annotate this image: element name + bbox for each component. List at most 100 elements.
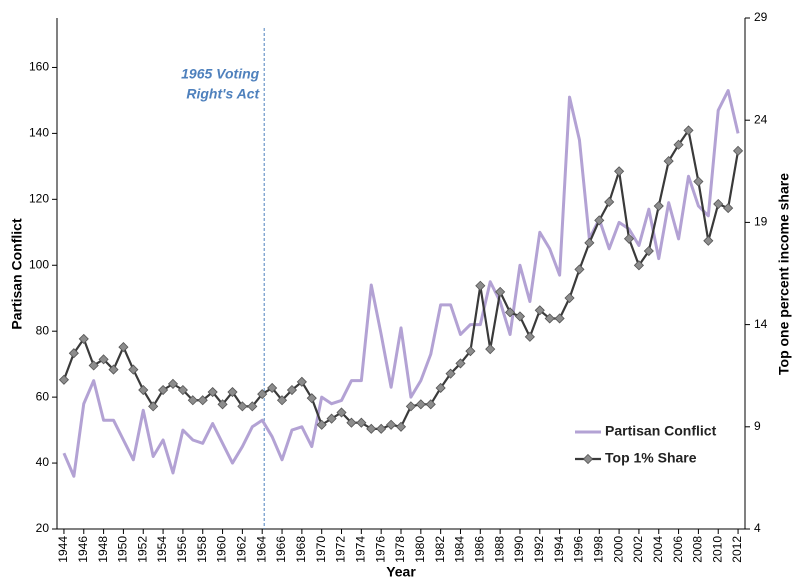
x-tick-label: 1948 xyxy=(96,536,110,563)
x-tick-label: 1982 xyxy=(433,536,447,563)
point-marker xyxy=(425,399,436,410)
point-marker xyxy=(336,407,347,418)
point-marker xyxy=(98,354,109,365)
point-marker xyxy=(663,156,674,167)
point-marker xyxy=(524,331,535,342)
series-line xyxy=(62,129,740,430)
x-tick-label: 1980 xyxy=(413,536,427,563)
point-marker xyxy=(138,384,149,396)
point-marker xyxy=(267,382,278,394)
x-tick-label: 1962 xyxy=(235,536,249,563)
point-marker xyxy=(703,235,714,246)
y2-tick-label: 14 xyxy=(754,317,768,331)
x-tick-label: 1998 xyxy=(591,536,605,563)
point-marker xyxy=(247,401,258,412)
point-marker xyxy=(594,215,605,226)
point-marker xyxy=(485,344,496,355)
x-tick-label: 1990 xyxy=(512,536,526,563)
point-marker xyxy=(257,389,268,400)
x-tick-label: 2012 xyxy=(730,536,744,563)
y2-tick-label: 19 xyxy=(754,215,768,229)
x-tick-label: 1976 xyxy=(373,536,387,563)
x-axis-title: Year xyxy=(386,564,416,580)
x-tick-label: 2002 xyxy=(631,536,645,563)
point-marker xyxy=(475,280,486,291)
x-tick-label: 1964 xyxy=(254,536,268,563)
point-marker xyxy=(108,364,119,375)
point-marker xyxy=(306,393,317,404)
point-marker xyxy=(376,423,387,434)
x-tick-label: 1984 xyxy=(453,536,467,563)
annotation-text: Right's Act xyxy=(186,86,260,102)
x-tick-label: 2000 xyxy=(611,536,625,563)
point-marker xyxy=(643,245,654,257)
y-tick-label: 80 xyxy=(36,323,50,337)
point-marker xyxy=(623,233,635,244)
point-marker xyxy=(584,237,595,248)
point-marker xyxy=(346,417,357,428)
point-marker xyxy=(633,260,644,271)
point-marker xyxy=(732,145,744,156)
point-marker xyxy=(227,386,238,398)
x-tick-label: 2010 xyxy=(710,536,724,563)
point-marker xyxy=(713,198,724,210)
point-marker xyxy=(296,376,307,387)
point-marker xyxy=(237,401,248,412)
point-marker xyxy=(326,413,337,424)
point-marker xyxy=(395,421,407,432)
legend-label: Top 1% Share xyxy=(605,450,697,466)
point-marker xyxy=(197,395,208,406)
point-marker xyxy=(177,384,188,396)
point-marker xyxy=(435,382,446,394)
y-tick-label: 160 xyxy=(29,60,49,74)
point-marker xyxy=(366,423,377,434)
annotation-text: 1965 Voting xyxy=(181,66,260,82)
y-tick-label: 120 xyxy=(29,191,49,205)
y-tick-label: 140 xyxy=(29,126,49,140)
y2-tick-label: 29 xyxy=(754,10,768,24)
point-marker xyxy=(683,125,694,136)
x-tick-label: 1950 xyxy=(116,536,130,563)
x-tick-label: 1968 xyxy=(294,536,308,563)
x-tick-label: 1970 xyxy=(314,536,328,563)
y2-tick-label: 9 xyxy=(754,419,761,433)
x-tick-label: 1956 xyxy=(175,536,189,563)
y2-tick-label: 24 xyxy=(754,112,768,126)
point-marker xyxy=(118,342,129,353)
point-marker xyxy=(544,313,555,324)
x-tick-label: 1994 xyxy=(552,536,566,563)
point-marker xyxy=(495,286,506,297)
legend-label: Partisan Conflict xyxy=(605,423,717,439)
point-marker xyxy=(574,264,585,275)
point-marker xyxy=(286,384,298,396)
x-tick-label: 1996 xyxy=(572,536,586,563)
point-marker xyxy=(386,419,397,430)
point-marker xyxy=(534,305,545,316)
point-marker xyxy=(68,348,79,359)
point-marker xyxy=(276,395,288,406)
y-tick-label: 20 xyxy=(36,521,50,535)
x-tick-label: 1958 xyxy=(195,536,209,563)
x-tick-label: 2006 xyxy=(671,536,685,563)
point-marker xyxy=(465,346,476,357)
y-tick-label: 100 xyxy=(29,257,49,271)
point-marker xyxy=(445,368,456,379)
y-axis-title: Partisan Conflict xyxy=(9,218,25,330)
y2-tick-label: 4 xyxy=(754,521,761,535)
point-marker xyxy=(58,374,70,385)
point-marker xyxy=(187,395,198,406)
point-marker xyxy=(148,401,159,412)
point-marker xyxy=(455,358,466,369)
point-marker xyxy=(693,176,704,187)
x-tick-label: 1978 xyxy=(393,536,407,563)
point-marker xyxy=(405,401,416,412)
x-tick-label: 1960 xyxy=(215,536,229,563)
point-marker xyxy=(723,203,734,214)
x-tick-label: 2004 xyxy=(651,536,665,563)
point-marker xyxy=(356,417,367,428)
x-tick-label: 1972 xyxy=(334,536,348,563)
y2-axis-title: Top one percent income share xyxy=(776,173,792,375)
series-line xyxy=(62,89,740,478)
x-tick-label: 1974 xyxy=(354,536,368,563)
